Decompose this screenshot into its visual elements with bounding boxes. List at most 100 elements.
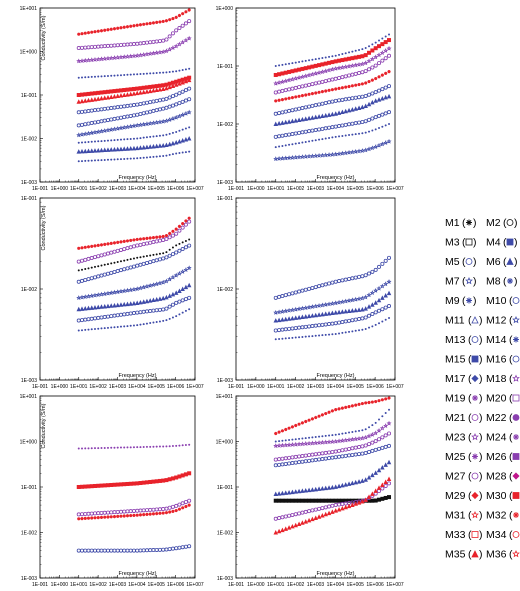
- y-tick-label: 1E-001: [217, 485, 233, 491]
- data-point: [293, 118, 298, 123]
- data-point: [353, 275, 358, 280]
- data-point: [367, 449, 372, 454]
- data-point: [297, 94, 301, 98]
- data-point: [330, 503, 335, 508]
- data-point: [273, 134, 278, 139]
- data-point: [173, 290, 179, 295]
- data-point: [102, 483, 107, 488]
- data-point: [303, 305, 309, 310]
- legend-item-m17: M17(): [445, 373, 483, 385]
- data-point: [92, 255, 97, 260]
- data-point: [300, 288, 305, 293]
- data-point: [151, 39, 156, 44]
- legend-paren-open: (: [509, 412, 513, 424]
- data-point: [336, 507, 342, 512]
- legend-item-m13: M13(): [445, 334, 483, 346]
- data-point: [293, 290, 298, 295]
- data-point: [122, 509, 127, 514]
- data-point: [310, 324, 315, 329]
- x-tick-label: 1E+007: [186, 582, 204, 588]
- data-point: [147, 88, 153, 94]
- data-point: [92, 304, 98, 310]
- data-point: [373, 46, 378, 51]
- data-point: [313, 153, 319, 158]
- data-point: [118, 125, 124, 131]
- data-point: [111, 289, 117, 295]
- data-point: [148, 309, 153, 314]
- data-point: [141, 41, 146, 46]
- data-point: [105, 94, 111, 100]
- data-point: [297, 67, 302, 72]
- data-point: [370, 65, 375, 70]
- data-point: [87, 159, 90, 162]
- data-point: [178, 129, 181, 132]
- data-point: [100, 140, 103, 143]
- data-point: [273, 90, 278, 95]
- data-point: [361, 429, 364, 432]
- data-point: [309, 153, 315, 159]
- data-point: [283, 155, 289, 161]
- data-point: [184, 10, 188, 14]
- data-point: [309, 71, 315, 77]
- data-point: [356, 479, 362, 484]
- x-tick-label: 1E+002: [89, 582, 107, 588]
- panel-top-left: 1E-001 1E+000 1E+001 1E+002 1E+003 1E+004 1E+0…: [20, 6, 204, 192]
- data-point: [386, 138, 392, 144]
- data-point: [300, 498, 305, 503]
- data-point: [157, 307, 162, 312]
- data-point: [304, 140, 307, 143]
- legend-item-m33: M33(): [445, 529, 483, 541]
- legend-paren-open: (: [509, 295, 513, 307]
- x-axis-label: Frequency (Hz): [317, 175, 355, 181]
- data-point: [373, 470, 378, 475]
- legend-item-m24: M24(): [486, 432, 519, 444]
- legend-item-m14: M14(): [486, 334, 519, 346]
- data-point: [350, 72, 355, 77]
- data-point: [83, 122, 88, 127]
- data-point: [361, 132, 364, 135]
- data-point: [358, 329, 361, 332]
- x-tick-label: 1E+004: [128, 384, 146, 390]
- data-point: [83, 317, 88, 322]
- data-point: [148, 40, 153, 45]
- legend-marker: [471, 491, 479, 500]
- data-point: [370, 440, 375, 445]
- legend-marker: [512, 355, 520, 363]
- data-point: [353, 501, 358, 506]
- data-point: [343, 319, 348, 324]
- y-tick-label: 1E-002: [217, 287, 233, 293]
- data-point: [136, 324, 139, 327]
- data-point: [83, 109, 88, 114]
- data-point: [147, 120, 153, 126]
- data-point: [77, 447, 80, 450]
- data-point: [87, 76, 90, 79]
- data-point: [310, 82, 315, 87]
- data-point: [290, 326, 295, 331]
- data-point: [134, 286, 140, 292]
- data-point: [112, 514, 117, 519]
- data-point: [357, 71, 362, 76]
- data-point: [293, 522, 298, 528]
- data-point: [89, 548, 94, 553]
- data-point: [129, 513, 133, 518]
- data-point: [300, 84, 305, 89]
- data-point: [158, 511, 162, 515]
- data-point: [297, 130, 302, 135]
- data-point: [147, 144, 153, 149]
- data-point: [347, 446, 352, 451]
- data-point: [155, 253, 158, 256]
- data-point: [380, 58, 385, 63]
- series-4: [273, 53, 392, 95]
- data-point: [77, 517, 81, 521]
- data-point: [313, 114, 318, 120]
- data-point: [86, 516, 91, 520]
- data-point: [334, 332, 337, 335]
- data-point: [122, 115, 127, 120]
- data-point: [164, 511, 169, 515]
- data-point: [109, 270, 114, 275]
- data-point: [298, 61, 301, 64]
- data-point: [320, 498, 325, 503]
- data-point: [310, 487, 315, 492]
- legend-label: M21: [445, 412, 466, 424]
- data-point: [150, 120, 156, 126]
